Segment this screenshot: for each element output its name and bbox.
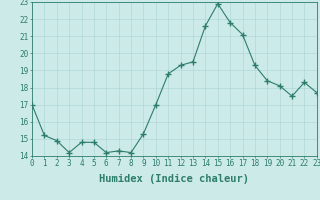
X-axis label: Humidex (Indice chaleur): Humidex (Indice chaleur) bbox=[100, 174, 249, 184]
